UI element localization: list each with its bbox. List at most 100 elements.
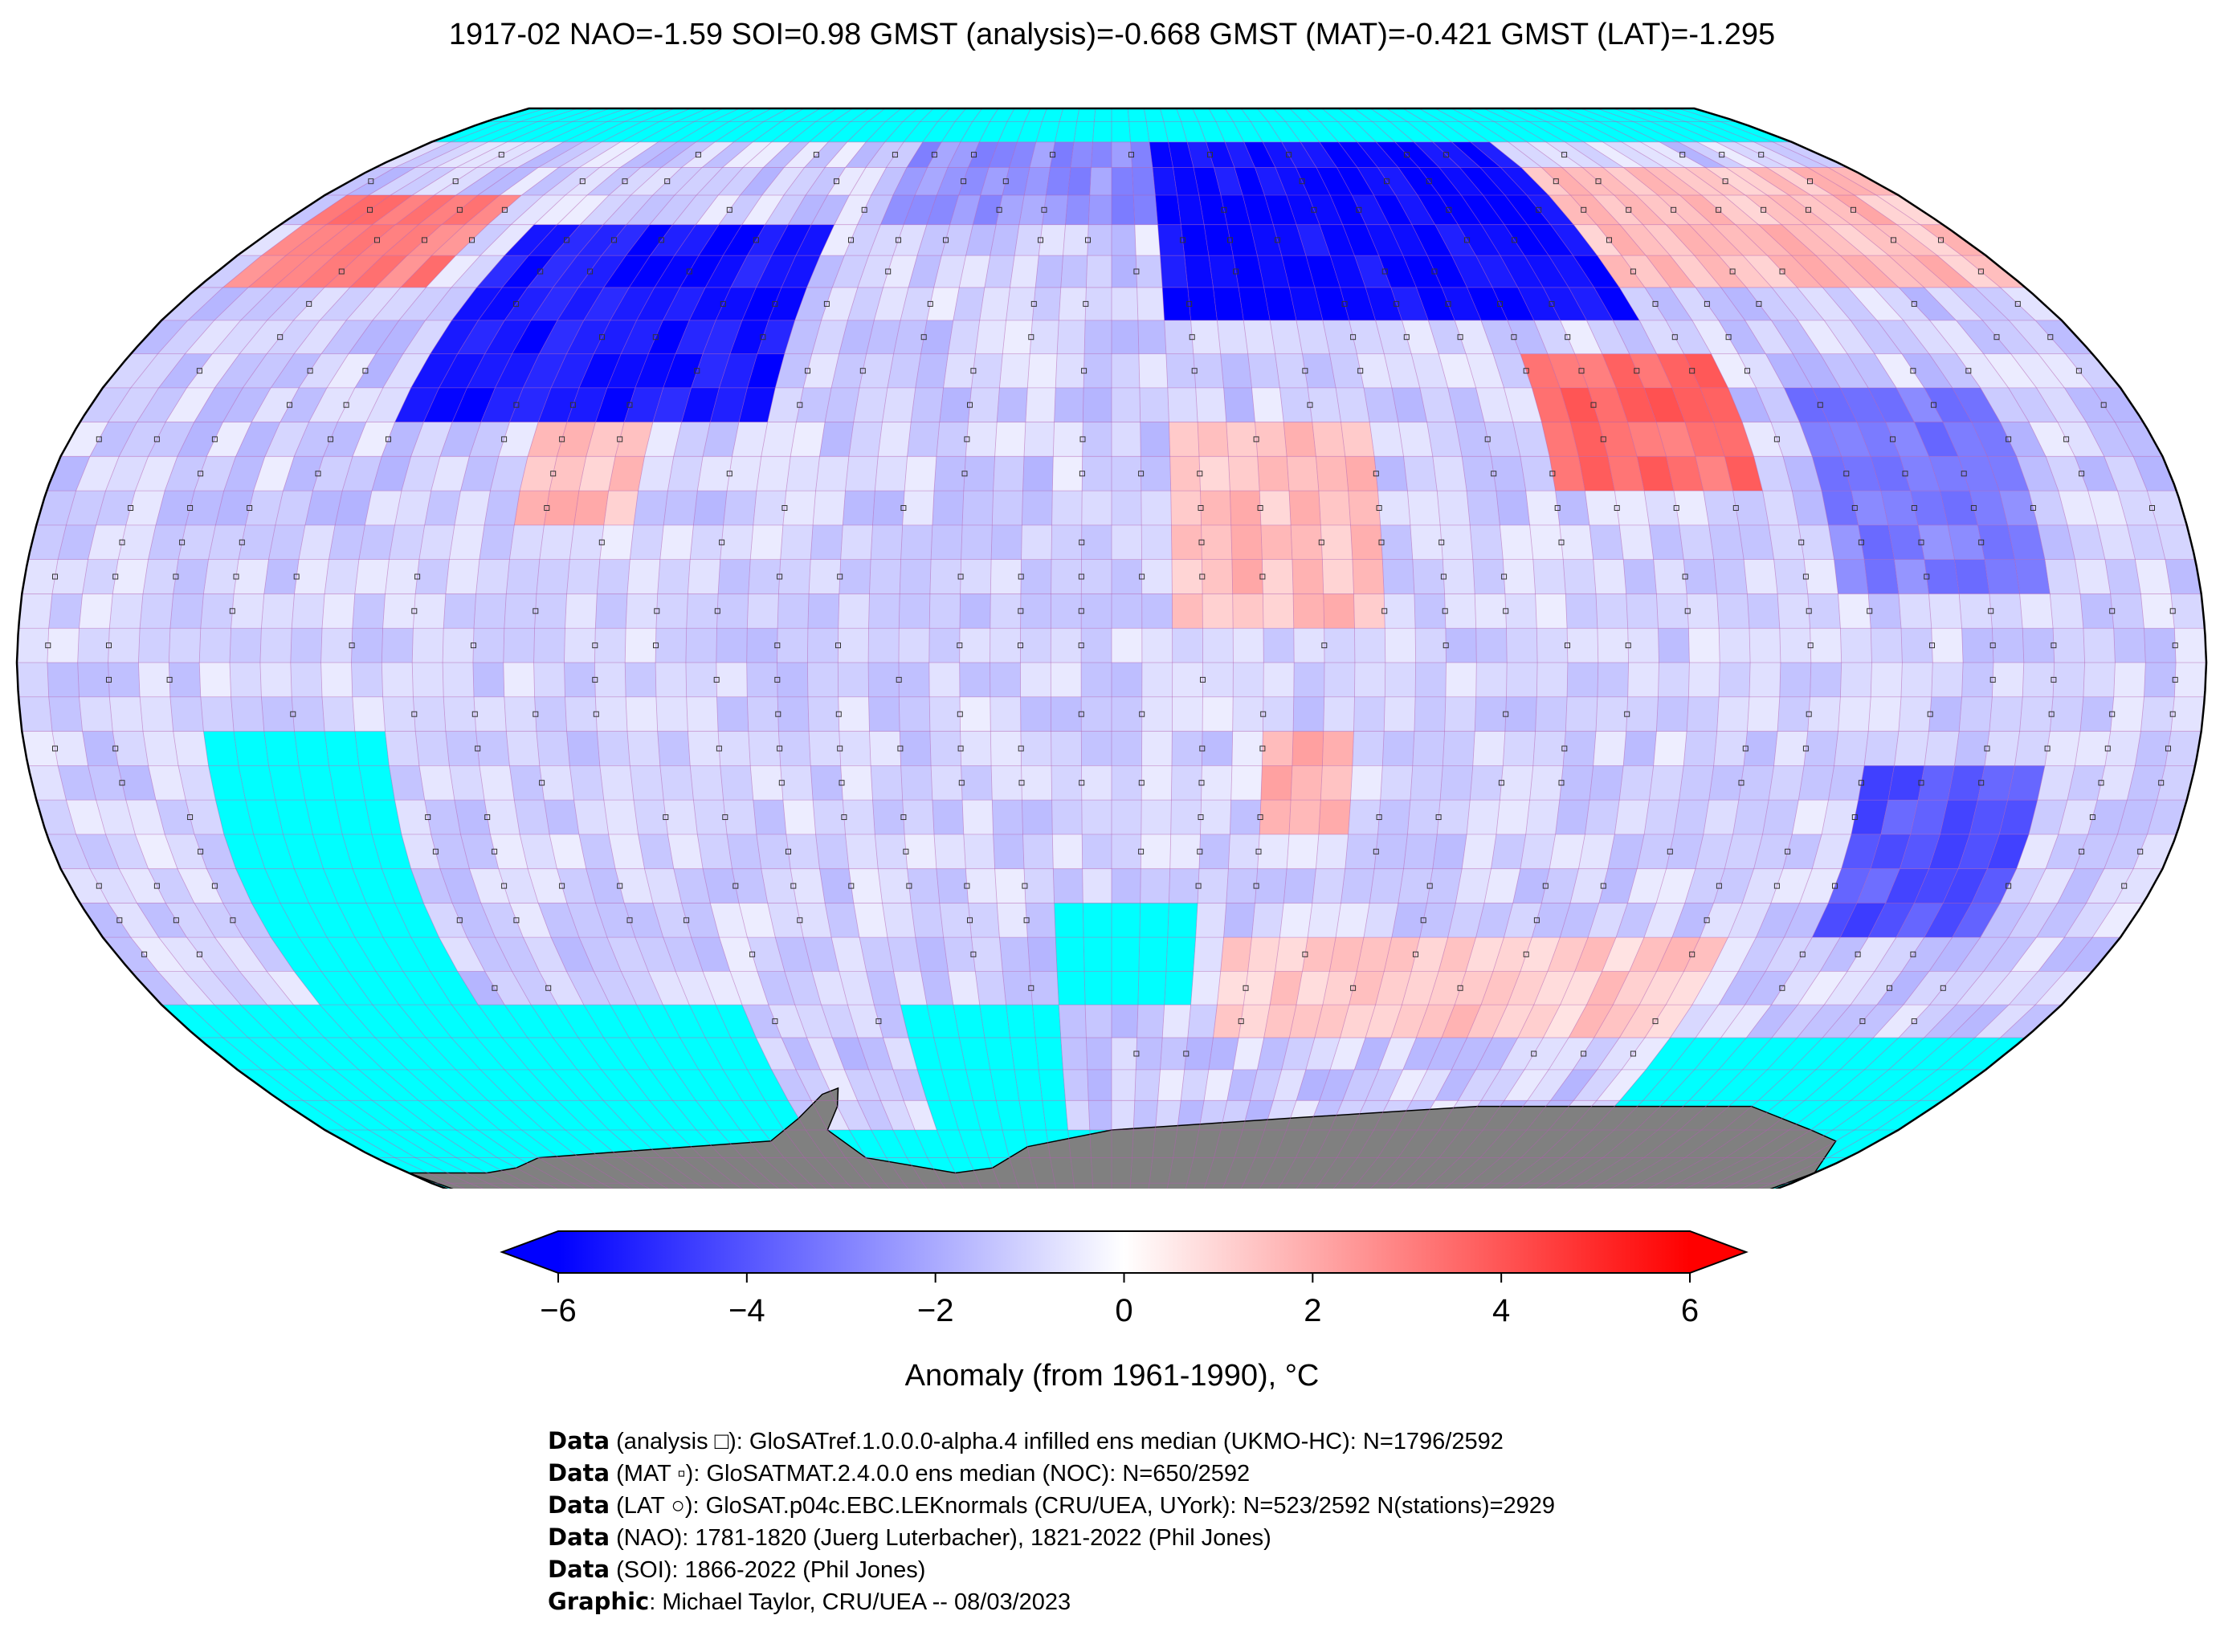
longitude-gridline [959, 108, 1031, 1189]
anomaly-cell [871, 524, 903, 560]
station-marker [1238, 1018, 1244, 1025]
anomaly-cell [657, 731, 691, 766]
anomaly-cell [1053, 422, 1083, 457]
anomaly-cell [478, 167, 539, 195]
anomaly-cell [148, 524, 186, 560]
anomaly-cell [1900, 456, 1940, 492]
station-marker [1435, 814, 1442, 820]
anomaly-cell [782, 800, 816, 834]
missing-data-cell [1042, 108, 1063, 122]
anomaly-cell [1798, 765, 1834, 801]
anomaly-cell [1336, 167, 1374, 195]
anomaly-cell [456, 141, 526, 168]
anomaly-cell [1626, 593, 1659, 629]
anomaly-cell [900, 731, 932, 766]
anomaly-cell [1718, 971, 1766, 1005]
station-marker [141, 951, 148, 957]
anomaly-cell [939, 903, 972, 938]
station-marker [777, 745, 783, 752]
anomaly-cell [1987, 834, 2029, 869]
anomaly-cell [887, 937, 921, 972]
missing-data-cell [294, 731, 329, 766]
anomaly-cell [1567, 663, 1598, 697]
station-marker [722, 814, 728, 820]
anomaly-cell [52, 731, 88, 766]
missing-data-cell [980, 1130, 1010, 1158]
anomaly-cell [1781, 224, 1841, 256]
missing-data-cell [1646, 1038, 1696, 1070]
longitude-gridline [1020, 108, 1063, 1189]
anomaly-cell [2064, 903, 2116, 938]
anomaly-cell [756, 456, 791, 492]
missing-data-cell [312, 834, 353, 869]
anomaly-cell [608, 456, 645, 492]
anomaly-cell [1461, 195, 1504, 225]
anomaly-cell [102, 937, 158, 972]
missing-data-cell [553, 1069, 604, 1101]
anomaly-cell [971, 937, 1003, 972]
anomaly-cell [999, 937, 1030, 972]
anomaly-cell [1202, 696, 1234, 732]
anomaly-cell [1025, 387, 1056, 422]
anomaly-cell [1296, 1069, 1331, 1101]
anomaly-cell [89, 422, 137, 457]
anomaly-cell [796, 903, 832, 938]
station-marker [492, 985, 498, 991]
anomaly-cell [2092, 903, 2144, 938]
anomaly-cell [394, 491, 431, 525]
anomaly-cell [638, 834, 674, 869]
anomaly-cell [1438, 937, 1476, 972]
anomaly-cell [2067, 765, 2105, 801]
anomaly-cell [194, 834, 236, 869]
anomaly-cell [2046, 834, 2088, 869]
anomaly-cell [1900, 834, 1940, 869]
anomaly-cell [566, 559, 600, 594]
anomaly-cell [650, 224, 696, 256]
anomaly-cell [564, 628, 596, 663]
anomaly-cell [474, 696, 507, 732]
anomaly-cell [963, 834, 995, 869]
anomaly-cell [927, 287, 960, 320]
station-marker [1381, 608, 1388, 614]
anomaly-cell [761, 167, 805, 195]
anomaly-cell [1308, 387, 1341, 422]
missing-data-cell [658, 121, 712, 142]
anomaly-cell [1221, 195, 1251, 225]
missing-data-cell [715, 121, 764, 142]
anomaly-cell [1622, 1038, 1671, 1070]
missing-data-cell [1146, 121, 1169, 142]
anomaly-cell [1230, 800, 1261, 834]
station-marker [970, 951, 977, 957]
anomaly-cell [1414, 593, 1446, 629]
station-marker [2172, 676, 2178, 683]
anomaly-cell [1403, 834, 1438, 869]
anomaly-cell [1024, 868, 1055, 904]
anomaly-cell [498, 868, 539, 904]
anomaly-cell [1389, 1069, 1428, 1101]
anomaly-cell [557, 195, 610, 225]
anomaly-cell [777, 663, 808, 697]
anomaly-cell [1257, 456, 1289, 492]
missing-data-cell [418, 1100, 478, 1130]
anomaly-cell [1560, 903, 1599, 938]
missing-data-cell [398, 1005, 451, 1038]
anomaly-cell [1642, 224, 1695, 256]
missing-data-cell [626, 1100, 675, 1130]
anomaly-cell [178, 765, 216, 801]
anomaly-cell [328, 524, 365, 560]
anomaly-cell [1695, 834, 1733, 869]
anomaly-cell [1020, 731, 1051, 766]
anomaly-cell [1928, 696, 1962, 732]
anomaly-cell [82, 559, 119, 594]
anomaly-cell [1198, 422, 1229, 457]
missing-data-cell [1303, 121, 1339, 142]
anomaly-cell [719, 937, 757, 972]
anomaly-cell [1053, 868, 1083, 904]
anomaly-cell [1255, 422, 1287, 457]
anomaly-cell [1841, 834, 1881, 869]
anomaly-cell [690, 765, 724, 801]
longitude-gridline [1565, 108, 1964, 1189]
anomaly-cell [999, 353, 1030, 388]
anomaly-cell [1467, 287, 1508, 320]
anomaly-cell [993, 834, 1024, 869]
